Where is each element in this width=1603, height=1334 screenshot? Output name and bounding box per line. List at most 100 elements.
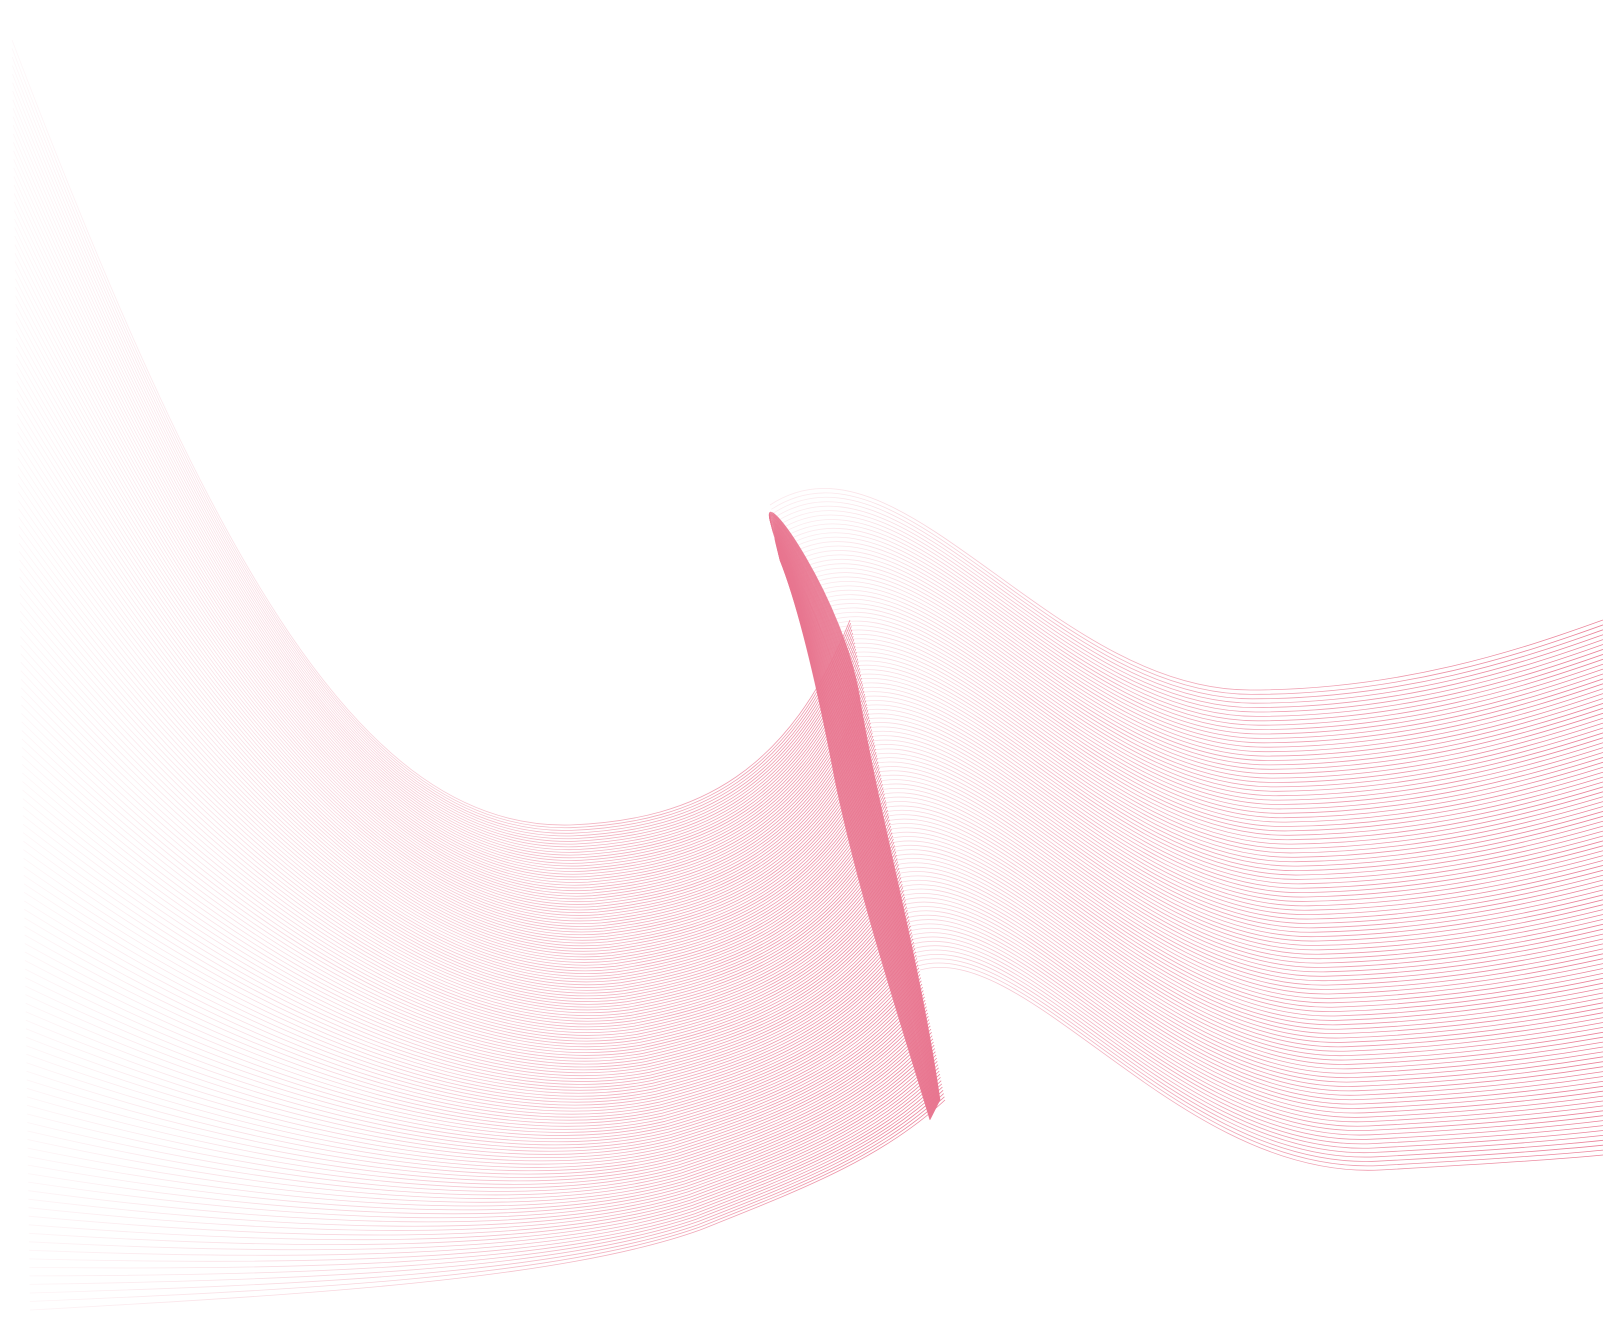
right-band-line bbox=[811, 620, 1603, 823]
right-band-line bbox=[867, 801, 1603, 1004]
left-band-line bbox=[26, 1006, 927, 1168]
right-band-line bbox=[845, 730, 1603, 933]
right-band-line bbox=[868, 805, 1603, 1008]
right-band-line bbox=[911, 941, 1603, 1145]
left-band-line bbox=[20, 661, 897, 1028]
left-band-line bbox=[21, 721, 902, 1048]
right-band-line bbox=[871, 814, 1603, 1017]
left-band-line bbox=[29, 1090, 944, 1285]
left-band-line bbox=[13, 201, 863, 878]
left-band-line bbox=[24, 951, 919, 1127]
right-band-line bbox=[831, 686, 1603, 889]
left-band-line bbox=[16, 380, 876, 936]
right-band-line bbox=[809, 616, 1603, 819]
left-band-line bbox=[17, 457, 882, 960]
right-band-line bbox=[827, 673, 1603, 876]
right-band-line bbox=[903, 914, 1603, 1118]
right-band-line bbox=[838, 708, 1603, 911]
left-band-line bbox=[19, 568, 890, 997]
right-band-line bbox=[837, 704, 1603, 907]
right-band-line bbox=[798, 581, 1603, 783]
right-band-line bbox=[888, 866, 1603, 1070]
left-band-line bbox=[20, 687, 899, 1036]
right-band-line bbox=[853, 757, 1603, 960]
right-band-line bbox=[841, 717, 1603, 920]
right-band-line bbox=[819, 647, 1603, 849]
left-band-line bbox=[21, 747, 904, 1056]
left-band-line bbox=[22, 772, 906, 1065]
left-band-line bbox=[27, 1025, 931, 1189]
left-band-line bbox=[27, 1044, 935, 1211]
left-band-line bbox=[29, 1080, 942, 1262]
right-band-line bbox=[804, 598, 1603, 801]
left-band-line bbox=[18, 500, 885, 974]
left-band-line bbox=[22, 823, 910, 1082]
right-band-line bbox=[884, 853, 1603, 1056]
left-band-line bbox=[27, 1035, 933, 1199]
left-band-line bbox=[25, 974, 921, 1136]
right-band-line bbox=[805, 603, 1603, 805]
left-band-line bbox=[26, 999, 926, 1162]
left-band-line bbox=[19, 585, 892, 1002]
left-band-line bbox=[12, 125, 857, 853]
right-band-line bbox=[900, 906, 1603, 1109]
right-band-line bbox=[795, 572, 1603, 775]
right-band-line bbox=[842, 722, 1603, 924]
left-band-line bbox=[12, 99, 855, 845]
right-band-line bbox=[830, 682, 1603, 885]
left-band-line bbox=[12, 82, 854, 840]
right-band-line bbox=[807, 607, 1603, 810]
right-band-line bbox=[787, 545, 1603, 748]
right-band-line bbox=[907, 927, 1603, 1131]
right-band-line bbox=[771, 492, 1603, 695]
left-band-line bbox=[21, 696, 900, 1039]
left-band-line bbox=[12, 90, 855, 842]
left-band-line bbox=[16, 406, 878, 944]
left-band-line bbox=[26, 1022, 931, 1185]
right-band-line bbox=[840, 713, 1603, 916]
right-band-line bbox=[915, 954, 1603, 1158]
left-band-line bbox=[17, 431, 880, 952]
left-band-line bbox=[22, 764, 905, 1062]
left-band-line bbox=[17, 482, 884, 969]
left-band-line bbox=[13, 167, 860, 867]
right-band-line bbox=[815, 633, 1603, 836]
right-band-line bbox=[797, 576, 1603, 779]
right-band-line bbox=[889, 871, 1603, 1074]
left-band-line bbox=[18, 534, 888, 986]
left-band-line bbox=[16, 372, 876, 933]
left-band-line bbox=[19, 602, 893, 1008]
right-band-line bbox=[901, 910, 1603, 1114]
right-band-line bbox=[820, 651, 1603, 854]
right-band-line bbox=[780, 523, 1603, 726]
right-band-line bbox=[816, 638, 1603, 841]
left-band-line bbox=[18, 525, 887, 983]
left-band-line bbox=[15, 304, 871, 911]
right-band-line bbox=[856, 766, 1603, 968]
right-band-line bbox=[789, 550, 1603, 753]
left-band-line bbox=[11, 56, 852, 831]
right-band-line bbox=[813, 629, 1603, 832]
left-band-line bbox=[18, 491, 885, 972]
left-band-line bbox=[12, 108, 856, 848]
right-band-line bbox=[899, 901, 1603, 1105]
right-band-line bbox=[879, 840, 1603, 1043]
right-band-line bbox=[857, 770, 1603, 973]
left-band-line bbox=[12, 73, 853, 837]
left-band-line bbox=[14, 227, 865, 886]
right-band-line bbox=[874, 823, 1603, 1026]
left-band-line bbox=[28, 1064, 939, 1236]
right-band-line bbox=[895, 888, 1603, 1092]
left-band-line bbox=[17, 423, 880, 949]
left-band-line bbox=[13, 176, 861, 870]
right-band-line bbox=[776, 510, 1603, 713]
left-band-line bbox=[27, 1041, 934, 1207]
right-band-line bbox=[794, 567, 1603, 770]
left-band-line bbox=[13, 193, 862, 875]
right-band-line bbox=[897, 897, 1603, 1100]
left-band-line bbox=[20, 644, 896, 1022]
left-band-line bbox=[25, 990, 924, 1152]
right-band-line bbox=[773, 501, 1603, 704]
left-band-line bbox=[16, 363, 875, 930]
